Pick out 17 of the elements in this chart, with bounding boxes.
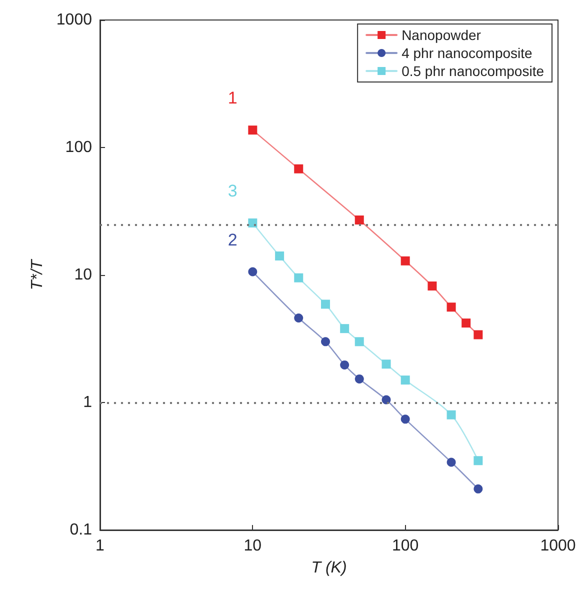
legend-label: 0.5 phr nanocomposite: [402, 63, 544, 79]
x-axis-title: T (K): [311, 560, 347, 576]
x-tick-label: 1: [96, 538, 105, 554]
annotation: 1: [228, 88, 238, 108]
y-axis-title: T*/T: [29, 258, 46, 290]
y-tick-label: 10: [74, 266, 92, 284]
y-tick-label: 1: [83, 394, 92, 411]
annotation: 3: [228, 181, 238, 200]
y-tick-label: 1000: [56, 12, 92, 28]
y-tick-label: 0.1: [70, 522, 92, 538]
legend-label: Nanopowder: [402, 27, 482, 43]
x-tick-label: 1000: [540, 538, 576, 554]
annotation: 2: [228, 230, 238, 250]
x-tick-label: 10: [244, 538, 262, 554]
legend-label: 4 phr nanocomposite: [402, 45, 533, 61]
x-tick-label: 100: [392, 538, 419, 554]
y-tick-label: 100: [65, 139, 92, 156]
